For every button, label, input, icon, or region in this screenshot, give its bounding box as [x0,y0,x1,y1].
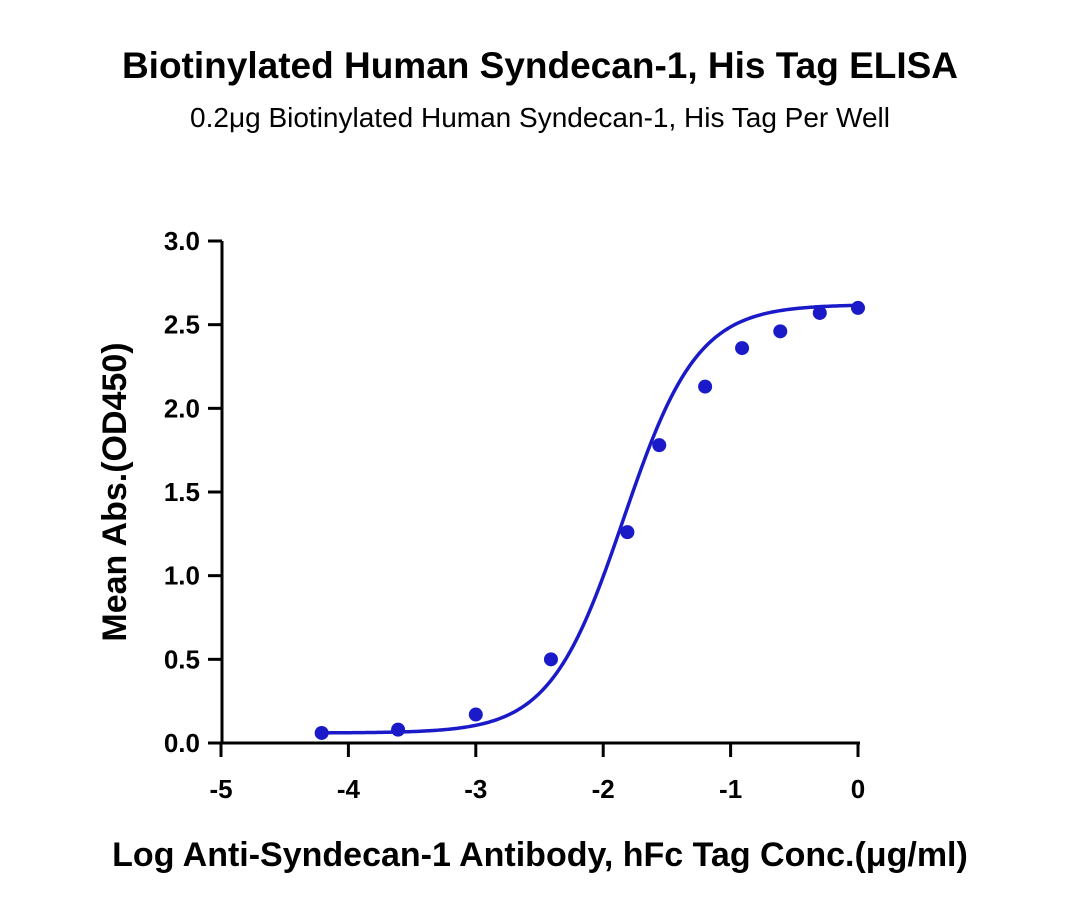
data-point [314,725,329,740]
y-tick-label: 2.0 [164,393,200,423]
y-tick-label: 1.5 [164,477,200,507]
y-tick-label: 0.5 [164,644,200,674]
x-tick-label: -3 [464,774,487,804]
data-point [543,652,558,667]
x-tick-label: -4 [337,774,361,804]
y-tick-label: 2.5 [164,310,200,340]
chart-subtitle: 0.2μg Biotinylated Human Syndecan-1, His… [190,102,890,133]
x-axis: -5 -4 -3 -2 -1 0 [209,741,865,804]
data-point [773,324,788,339]
x-tick-label: -2 [592,774,615,804]
y-axis: 0.0 0.5 1.0 1.5 2.0 2.5 3.0 [164,226,224,758]
y-tick-label: 0.0 [164,728,200,758]
data-point [652,438,667,453]
fit-curve [321,303,859,735]
data-point [851,300,865,315]
y-tick-label: 3.0 [164,226,200,256]
data-point [468,707,483,722]
x-tick-label: 0 [851,774,865,804]
data-point [698,379,713,394]
data-point [391,722,406,737]
y-tick-label: 1.0 [164,561,200,591]
x-axis-label: Log Anti-Syndecan-1 Antibody, hFc Tag Co… [112,836,968,874]
x-tick-label: -5 [209,774,232,804]
data-point [812,305,827,320]
x-tick-label: -1 [719,774,742,804]
chart-title: Biotinylated Human Syndecan-1, His Tag E… [122,45,958,86]
data-point [735,341,750,356]
y-axis-label: Mean Abs.(OD450) [96,342,134,641]
data-point [620,525,635,540]
data-points-layer [314,300,865,740]
fit-curve-layer [321,303,859,735]
